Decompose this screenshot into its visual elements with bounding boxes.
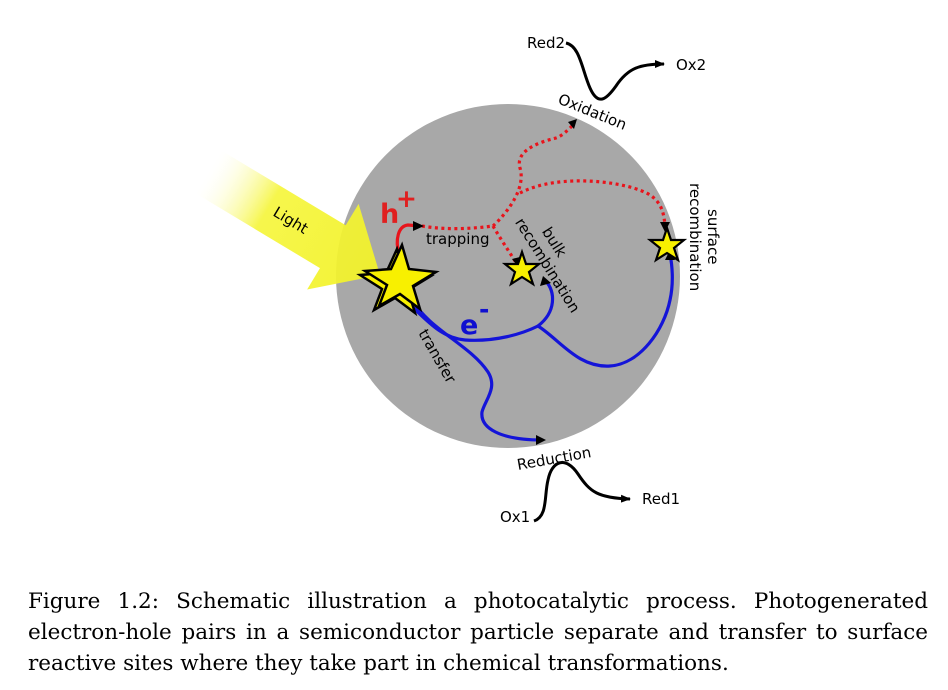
trapping-arrowhead [413, 221, 424, 231]
photocatalysis-diagram: Light [195, 34, 722, 526]
oxidation-arrowhead [568, 119, 577, 129]
electron-bulk-arrowhead [540, 276, 551, 286]
reduction-label: Reduction [516, 443, 593, 474]
caption-text: Schematic illustration a photocatalytic … [28, 589, 928, 676]
electron-charge-label: - [479, 295, 489, 324]
reduction-reaction-curve [533, 461, 631, 523]
reduction-arrowhead [536, 435, 546, 445]
electron-label: e [460, 310, 478, 341]
surface-recombination-star [646, 224, 688, 263]
electron-main-path [405, 300, 540, 342]
electron-surface-branch [536, 252, 674, 368]
hole-oxidation-path [491, 122, 576, 228]
semiconductor-particle [336, 104, 680, 448]
trapping-label: trapping [426, 230, 489, 248]
bulk-recombination-star [501, 248, 543, 287]
red1-label: Red1 [642, 490, 680, 508]
surface-recombination-label: surface recombination [686, 183, 722, 291]
svg-text:surface: surface [704, 209, 722, 264]
oxidation-reaction-curve [565, 41, 665, 101]
light-beam [195, 150, 380, 290]
ox1-label: Ox1 [500, 508, 530, 526]
hole-label: h [380, 199, 399, 230]
electron-paths [405, 252, 674, 442]
hole-charge-label: + [396, 184, 417, 213]
electron-transfer-path [410, 298, 544, 442]
figure-caption: Figure 1.2: Schematic illustration a pho… [28, 586, 928, 679]
surface-arrowhead [660, 222, 670, 232]
svg-text:recombination: recombination [686, 183, 704, 291]
hole-surface-path [519, 179, 667, 227]
red2-label: Red2 [527, 34, 565, 52]
excitation-star [356, 241, 440, 317]
hole-trapping-path [421, 224, 494, 231]
caption-label: Figure 1.2: [28, 589, 159, 614]
ox2-label: Ox2 [676, 56, 706, 74]
